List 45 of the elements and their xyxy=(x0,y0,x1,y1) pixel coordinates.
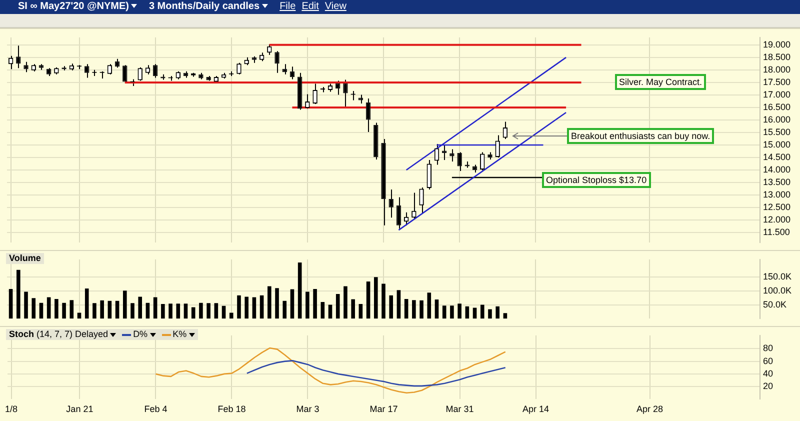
y-tick-label: 13.500 xyxy=(763,177,791,188)
y-tick-label: 13.000 xyxy=(763,190,791,200)
x-tick-label: Apr 14 xyxy=(522,404,550,414)
y-tick-label: 12.500 xyxy=(763,202,791,212)
x-tick-label: Feb 4 xyxy=(144,404,168,414)
x-tick-label: Mar 17 xyxy=(370,404,398,414)
y-tick-label: 60 xyxy=(763,356,774,366)
text: View xyxy=(324,1,346,12)
text: File xyxy=(280,1,296,12)
y-tick-label: 50.0K xyxy=(763,299,787,310)
chart-subtitle: 3 Months/Daily candles xyxy=(148,1,261,12)
x-tick-label: 1/8 xyxy=(5,404,18,414)
y-tick-label: 20 xyxy=(763,381,774,392)
y-tick-label: 14.000 xyxy=(763,164,791,175)
x-tick-label: Mar 3 xyxy=(296,404,320,414)
x-tick-label: Apr 28 xyxy=(636,404,664,414)
annotation: Optional Stoploss $13.70 xyxy=(542,172,651,188)
annotation: Silver. May Contract. xyxy=(615,74,706,90)
y-tick-label: 150.0K xyxy=(763,272,792,282)
y-tick-label: 12.000 xyxy=(763,214,791,225)
chart-title: SI ∞ May27'20 @NYME) xyxy=(18,1,130,12)
y-tick-label: 16.000 xyxy=(763,114,791,124)
x-tick-label: Feb 18 xyxy=(218,404,246,414)
y-tick-label: 15.500 xyxy=(763,126,791,137)
y-tick-label: 14.500 xyxy=(763,152,791,162)
y-tick-label: 40 xyxy=(763,368,774,378)
y-tick-label: 15.000 xyxy=(763,139,791,150)
chart-title: Volume xyxy=(9,253,41,263)
y-tick-label: 16.500 xyxy=(763,102,791,112)
x-tick-label: Jan 21 xyxy=(66,404,94,414)
x-tick-label: Mar 31 xyxy=(446,404,474,414)
y-tick-label: 17.500 xyxy=(763,76,791,87)
y-tick-label: 100.0K xyxy=(763,285,792,296)
text: Edit xyxy=(302,1,319,12)
chart-subtitle: (14, 7, 7) Delayed xyxy=(36,329,108,339)
legend-label: D% xyxy=(133,329,148,339)
y-tick-label: 80 xyxy=(763,343,774,354)
y-tick-label: 18.000 xyxy=(763,64,791,74)
y-tick-label: 19.000 xyxy=(763,39,791,50)
annotation: Breakout enthusiasts can buy now. xyxy=(567,128,714,144)
y-tick-label: 11.500 xyxy=(763,227,790,238)
y-tick-label: 18.500 xyxy=(763,52,791,62)
y-tick-label: 17.000 xyxy=(763,89,791,100)
legend-label: K% xyxy=(172,329,187,339)
chart-title: Stoch xyxy=(9,329,34,339)
